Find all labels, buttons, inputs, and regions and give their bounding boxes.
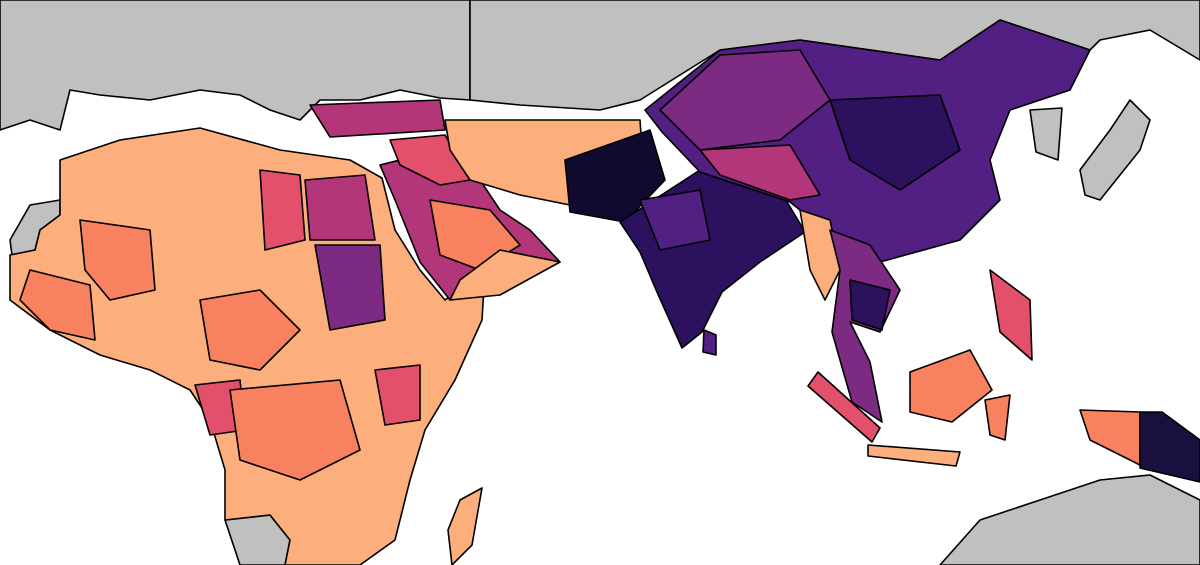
java	[867, 444, 961, 467]
region	[849, 279, 891, 331]
japan	[1079, 99, 1151, 201]
region	[314, 244, 386, 331]
borneo	[909, 349, 993, 423]
region	[374, 364, 421, 426]
region	[829, 94, 961, 191]
region	[229, 379, 361, 481]
region	[639, 189, 711, 251]
papua-new-guinea	[1139, 411, 1200, 483]
europe	[0, 0, 471, 131]
region	[259, 169, 306, 251]
region	[304, 174, 376, 241]
sulawesi	[984, 394, 1011, 441]
region	[699, 144, 821, 201]
indochina	[829, 229, 901, 423]
region	[79, 219, 156, 301]
australia	[939, 474, 1200, 565]
sri-lanka	[702, 329, 717, 356]
region	[199, 289, 301, 371]
turkey	[309, 99, 446, 138]
yemen-oman	[449, 249, 561, 301]
sumatra	[807, 371, 881, 443]
madagascar	[447, 487, 483, 565]
philippines	[989, 269, 1033, 361]
korea	[1029, 107, 1063, 161]
region	[19, 269, 96, 341]
